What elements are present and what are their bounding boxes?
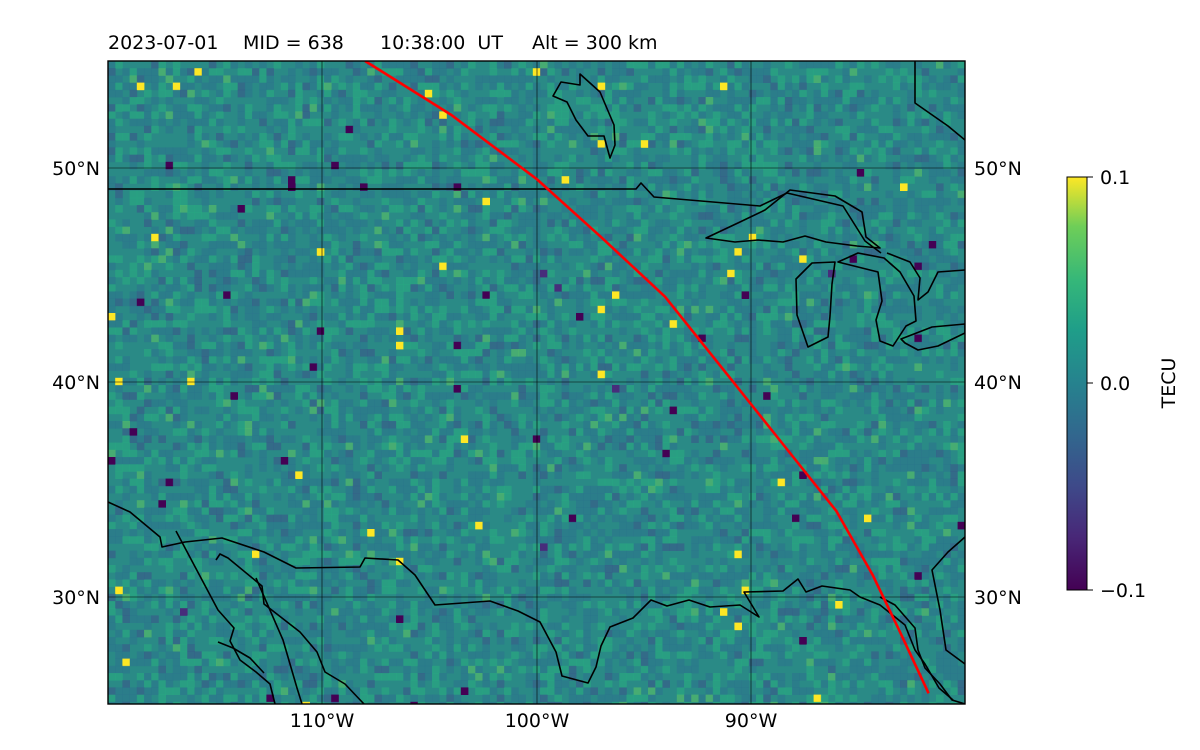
latitude-labels-left: 30°N 40°N 50°N	[52, 158, 100, 609]
colorbar-gradient	[1066, 176, 1088, 591]
lake-michigan	[795, 261, 836, 348]
map-title-mid: MID = 638	[243, 32, 344, 54]
longitude-labels: 110°W 100°W 90°W	[290, 710, 778, 732]
coastlines-and-borders	[108, 61, 965, 704]
gulf-of-california-coast	[175, 530, 276, 704]
map-title-date: 2023-07-01	[108, 32, 218, 54]
baja-coast	[215, 553, 365, 704]
us-mexico-border	[108, 501, 954, 701]
colorbar-label-min: −0.1	[1100, 580, 1146, 602]
lake-huron	[837, 252, 917, 347]
colorbar-label-max: 0.1	[1100, 167, 1130, 189]
map-frame	[107, 60, 966, 705]
lon-label-90w: 90°W	[725, 710, 778, 732]
baja-inner-coast	[217, 641, 265, 674]
map-title-time: 10:38:00 UT	[380, 32, 503, 54]
satellite-track	[364, 61, 930, 694]
lake-winnipeg	[552, 73, 616, 159]
colorbar: 0.1 0.0 −0.1 TECU	[1066, 167, 1180, 602]
lake-erie	[900, 323, 965, 351]
colorbar-title: TECU	[1158, 358, 1180, 410]
lat-label-left-50n: 50°N	[52, 158, 100, 180]
map-area	[108, 61, 965, 704]
sierra-madre-coast	[255, 577, 303, 704]
florida-coast	[879, 596, 965, 704]
atlantic-coast	[931, 536, 965, 665]
ontario-border	[886, 252, 965, 301]
lat-label-right-50n: 50°N	[974, 158, 1022, 180]
hudson-bay-coast	[914, 61, 965, 141]
tec-pixel-grid	[108, 61, 965, 704]
us-canada-border	[108, 182, 882, 254]
lat-label-left-30n: 30°N	[52, 587, 100, 609]
lon-label-110w: 110°W	[290, 710, 355, 732]
latitude-labels-right: 30°N 40°N 50°N	[974, 158, 1022, 609]
lat-label-left-40n: 40°N	[52, 372, 100, 394]
lon-label-100w: 100°W	[505, 710, 570, 732]
graticule	[108, 61, 965, 704]
lake-superior	[705, 189, 881, 249]
lat-label-right-40n: 40°N	[974, 372, 1022, 394]
colorbar-label-zero: 0.0	[1100, 373, 1130, 395]
lat-label-right-30n: 30°N	[974, 587, 1022, 609]
map-title-altitude: Alt = 300 km	[532, 32, 658, 54]
